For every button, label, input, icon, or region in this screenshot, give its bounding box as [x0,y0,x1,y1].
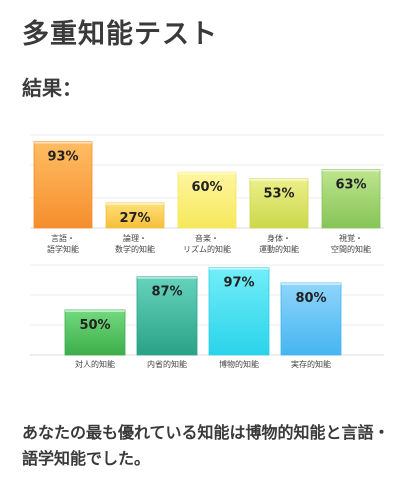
category-label: 対人的知能 [75,359,115,369]
bar-value-label: 80% [295,291,326,306]
bar [136,276,198,356]
category-label: 論理・ [123,233,147,243]
category-label: 実存的知能 [291,359,331,369]
bar [249,178,309,229]
bar-value-label: 50% [79,318,110,333]
category-label: 内省的知能 [147,359,187,369]
result-summary: あなたの最も優れている知能は博物的知能と言語・語学知能でした。 [22,423,390,468]
bar-highlight [65,310,125,312]
bar-highlight [250,178,308,181]
bar-value-label: 93% [47,150,78,165]
bar-value-label: 60% [191,180,222,195]
category-label: 空間的知能 [331,244,371,254]
bar-highlight [137,276,197,279]
category-label: 博物的知能 [219,359,259,369]
bar-value-label: 63% [335,177,366,192]
bar-value-label: 87% [151,285,182,300]
bar-highlight [322,169,380,172]
bar [177,171,237,229]
bar [64,309,126,356]
category-label: 運動的知能 [259,244,299,254]
bar-chart-2: 50% 対人的知能 87% 内省的知能 97% 博物的知能 80% 実存的知能 [30,264,384,369]
bar-chart-1: 93% 言語・語学知能 27% 論理・数学的知能 60% 音楽・リズム的知能 53% 身体・運… [30,134,384,254]
bar-value-label: 97% [223,276,254,291]
category-label: 言語・ [51,233,75,243]
bar [280,282,342,356]
category-label: 視覚・ [339,233,363,243]
category-label: リズム的知能 [183,244,231,254]
category-label: 語学知能 [47,244,79,254]
category-label: 身体・ [267,233,291,243]
bar-value-label: 27% [119,211,150,226]
result-heading: 結果： [22,76,82,100]
bar-highlight [106,202,164,205]
bar-value-label: 53% [263,187,294,202]
bar-highlight [34,141,92,144]
category-label: 数学的知能 [115,244,155,254]
category-label: 音楽・ [195,233,219,243]
bar [321,169,381,229]
page-title: 多重知能テスト [22,19,218,50]
bar-highlight [178,172,236,175]
bar-highlight [209,267,269,270]
bar-highlight [281,283,341,285]
bar [208,267,270,356]
